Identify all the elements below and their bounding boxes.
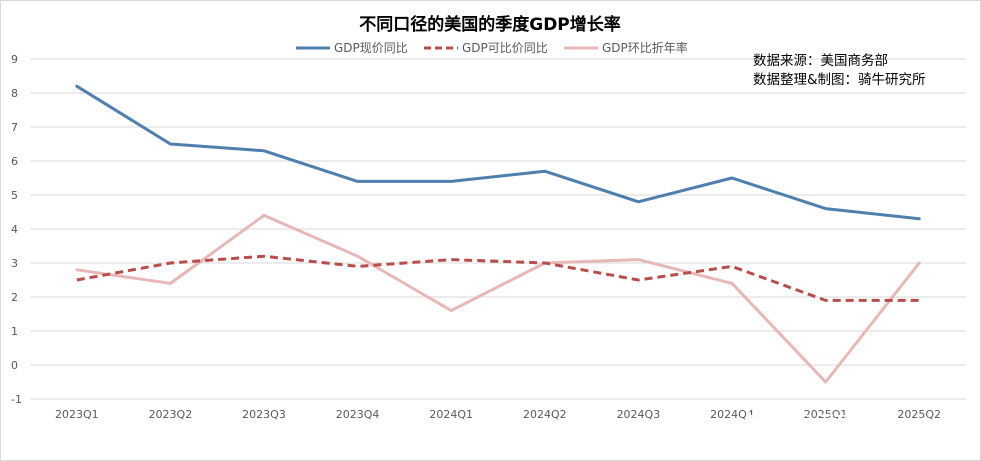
x-tick-label: 2025Q1 xyxy=(804,408,848,421)
y-tick-label: 0 xyxy=(11,359,18,372)
watermark: 知乎 @三郎宏观 xyxy=(745,411,899,435)
legend: GDP现价同比 GDP可比价同比 GDP环比折年率 xyxy=(296,40,688,55)
y-tick-label: 5 xyxy=(11,189,18,202)
gridlines xyxy=(30,58,966,400)
x-tick-label: 2023Q4 xyxy=(336,408,380,421)
x-tick-label: 2025Q2 xyxy=(897,408,941,421)
series-line-3 xyxy=(75,213,921,384)
legend-label-2: GDP可比价同比 xyxy=(462,41,548,55)
y-tick-label: -1 xyxy=(11,393,22,406)
y-tick-label: 2 xyxy=(11,291,18,304)
x-tick-label: 2023Q3 xyxy=(242,408,286,421)
y-axis-ticks: -1 0 1 2 3 4 5 6 7 8 9 xyxy=(11,53,22,406)
series-line-2 xyxy=(76,254,920,302)
series-line-1 xyxy=(75,84,921,221)
chart-title: 不同口径的美国的季度GDP增长率 xyxy=(359,14,621,35)
y-tick-label: 9 xyxy=(11,53,18,66)
y-tick-label: 6 xyxy=(11,155,18,168)
y-tick-label: 7 xyxy=(11,121,18,134)
source-annotation: 数据来源：美国商务部 xyxy=(753,53,888,69)
y-tick-label: 4 xyxy=(11,223,18,236)
series-lines xyxy=(75,84,921,384)
x-tick-label: 2024Q4 xyxy=(710,408,754,421)
legend-label-3: GDP环比折年率 xyxy=(602,40,688,55)
x-tick-label: 2024Q1 xyxy=(429,408,473,421)
legend-label-1: GDP现价同比 xyxy=(334,41,408,55)
x-tick-label: 2024Q3 xyxy=(617,408,661,421)
x-tick-label: 2023Q2 xyxy=(149,408,193,421)
y-tick-label: 8 xyxy=(11,87,18,100)
x-tick-label: 2024Q2 xyxy=(523,408,567,421)
x-tick-label: 2023Q1 xyxy=(55,408,99,421)
y-tick-label: 1 xyxy=(11,325,18,338)
x-axis-ticks: 2023Q1 2023Q2 2023Q3 2023Q4 2024Q1 2024Q2 2024… xyxy=(55,408,941,421)
y-tick-label: 3 xyxy=(11,257,18,270)
author-annotation: 数据整理&制图：骑牛研究所 xyxy=(753,72,926,88)
